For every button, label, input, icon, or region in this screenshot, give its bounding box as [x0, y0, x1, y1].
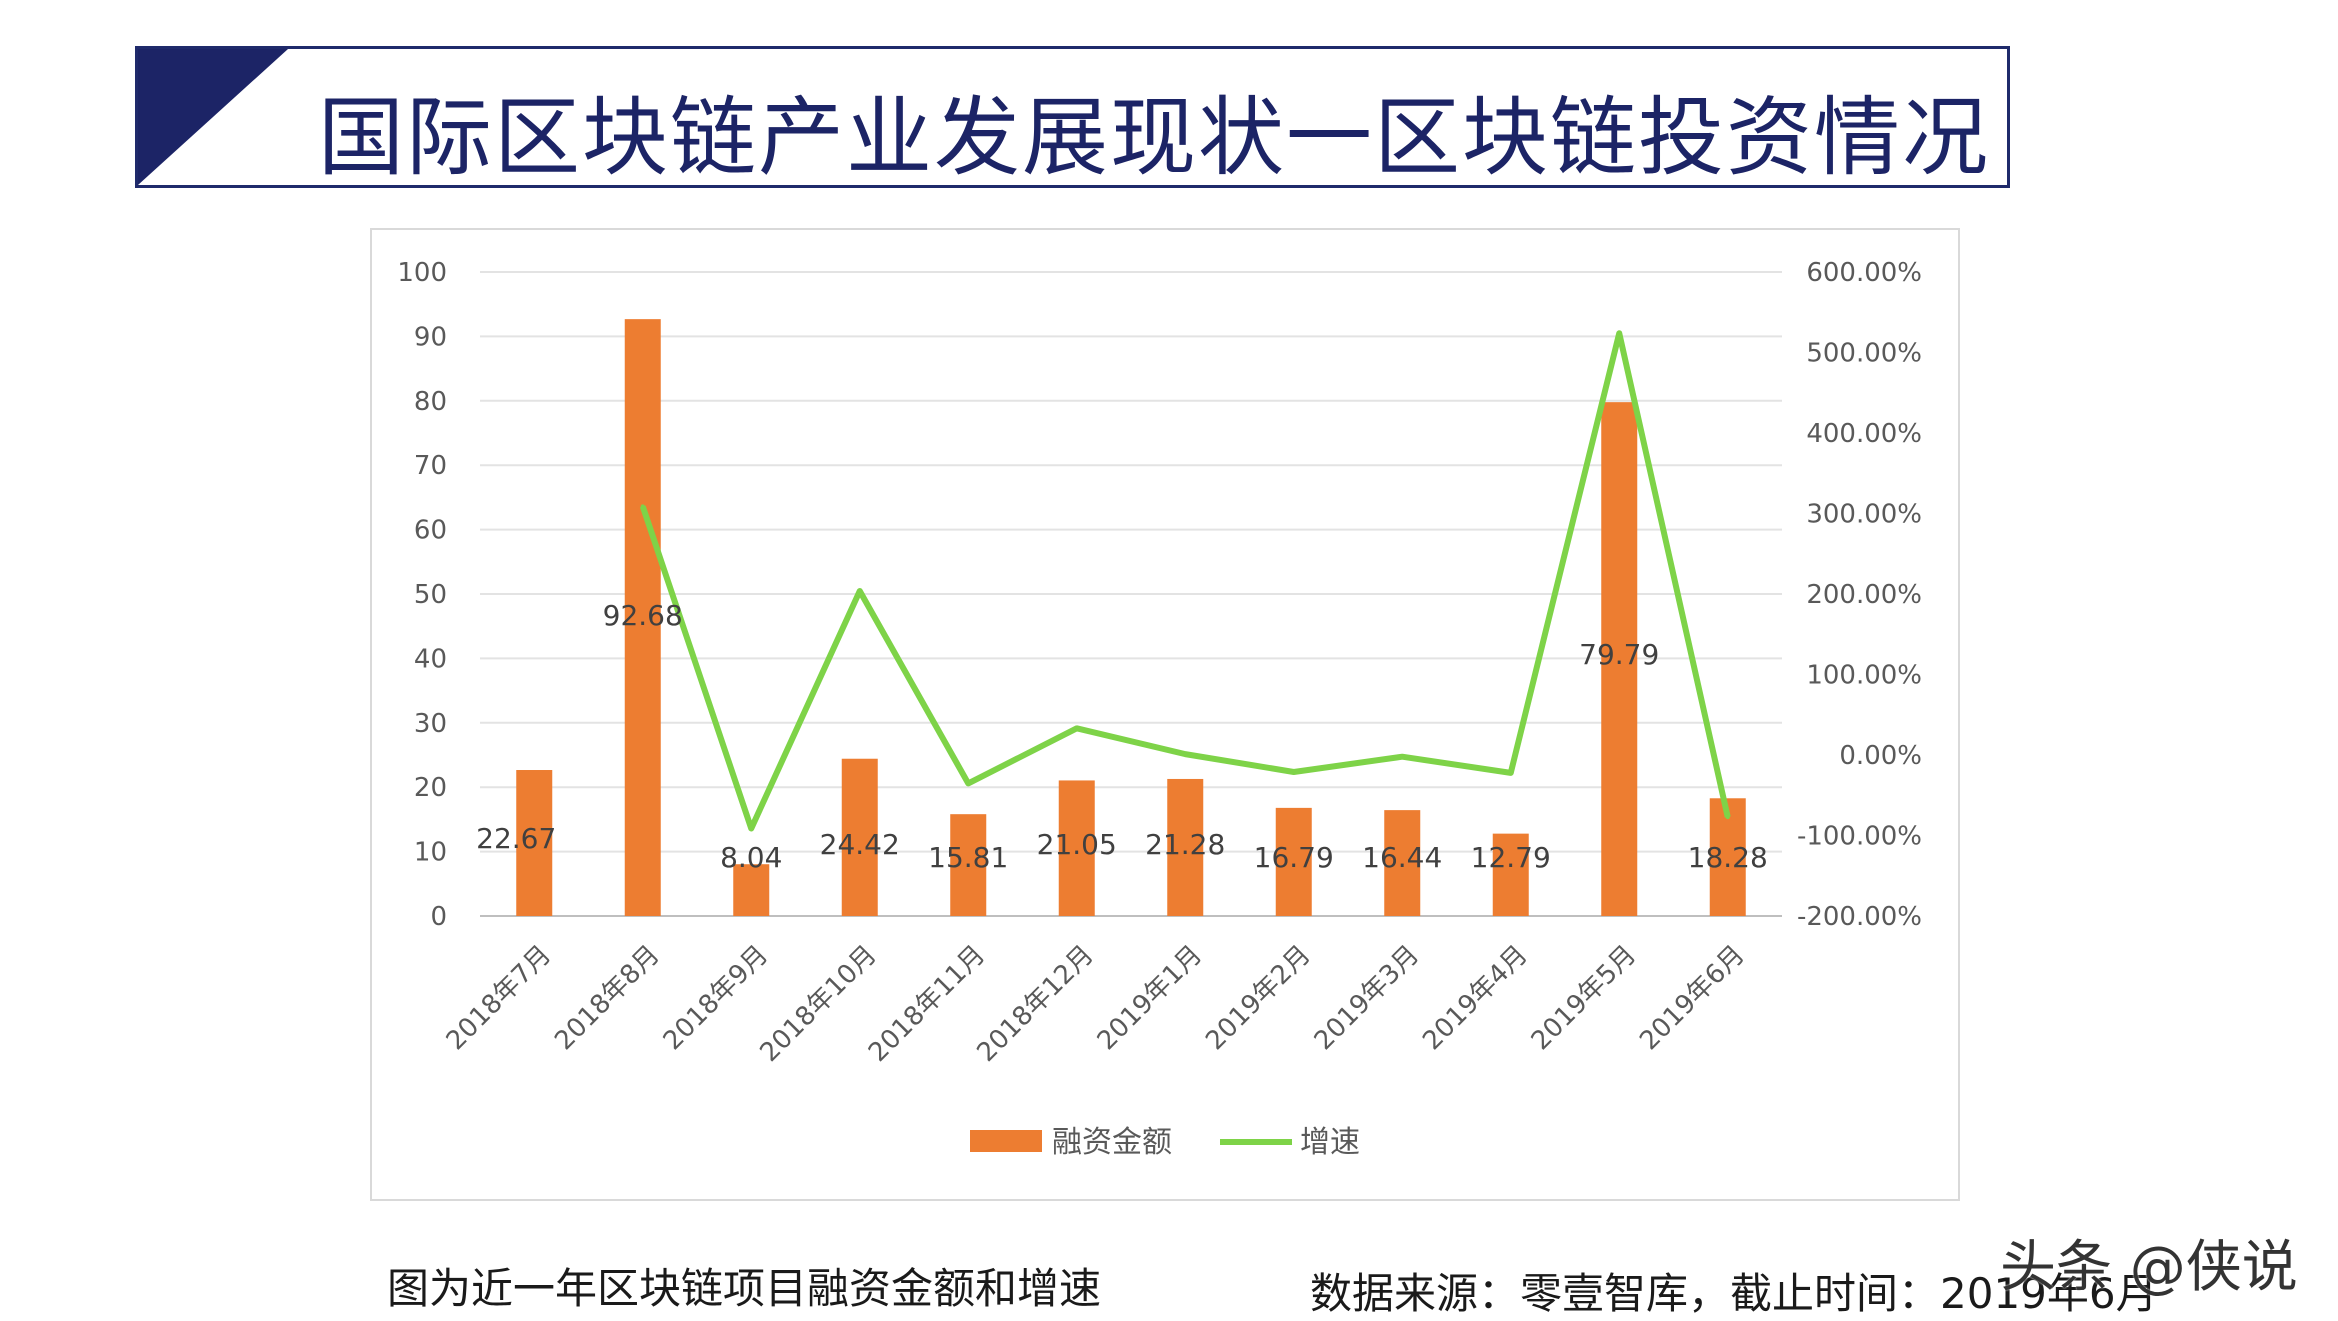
bar: [516, 770, 553, 916]
bar-data-label: 21.05: [1037, 828, 1117, 861]
x-tick-label: 2018年9月: [658, 940, 774, 1056]
y-right-tick-label: 600.00%: [1806, 258, 1922, 288]
y-right-tick-label: -100.00%: [1797, 822, 1922, 852]
title-corner-triangle: [138, 49, 288, 185]
watermark-text: 头条 @侠说: [2000, 1235, 2298, 1300]
bar: [1058, 780, 1095, 916]
growth-point: [1183, 752, 1188, 757]
x-tick-label: 2018年11月: [863, 940, 991, 1068]
x-tick-label: 2019年2月: [1200, 940, 1316, 1056]
y-left-tick-label: 70: [414, 451, 447, 481]
growth-point: [966, 781, 971, 786]
bar: [1601, 402, 1638, 916]
x-tick-label: 2019年4月: [1417, 940, 1533, 1056]
bar-data-label: 24.42: [820, 828, 900, 861]
bar-data-label: 8.04: [720, 841, 782, 874]
y-left-tick-label: 20: [414, 773, 447, 803]
x-tick-label: 2019年3月: [1309, 940, 1425, 1056]
bar: [841, 758, 878, 916]
y-right-tick-label: 200.00%: [1806, 580, 1922, 610]
y-left-tick-label: 50: [414, 580, 447, 610]
x-tick-label: 2019年6月: [1634, 940, 1750, 1056]
bar: [950, 814, 987, 916]
y-right-tick-label: -200.00%: [1797, 902, 1922, 932]
growth-point: [1400, 754, 1405, 759]
bar-data-label: 22.67: [476, 822, 556, 855]
x-tick-label: 2019年1月: [1092, 940, 1208, 1056]
bar-data-label: 16.44: [1362, 841, 1442, 874]
x-tick-label: 2019年5月: [1526, 940, 1642, 1056]
x-tick-label: 2018年12月: [972, 940, 1100, 1068]
bar: [733, 864, 770, 916]
bar-data-label: 79.79: [1579, 638, 1659, 671]
bar-data-label: 18.28: [1688, 841, 1768, 874]
y-right-tick-label: 0.00%: [1839, 741, 1922, 771]
legend-label-bar: 融资金额: [1052, 1125, 1172, 1160]
bar: [1167, 778, 1204, 916]
x-tick-label: 2018年7月: [441, 940, 557, 1056]
bar: [1492, 833, 1529, 916]
combo-chart: 0 10 20 30 40 50 60 70 80 90 100 -200.00% -100.00% 0.…: [397, 258, 1922, 1160]
bar-data-label: 21.28: [1145, 828, 1225, 861]
legend-swatch-bar: [970, 1130, 1042, 1152]
growth-point: [857, 589, 862, 594]
y-left-tick-label: 30: [414, 709, 447, 739]
bar: [1384, 810, 1421, 916]
bar-data-label: 16.79: [1254, 841, 1334, 874]
growth-point: [1291, 769, 1296, 774]
y-right-tick-label: 400.00%: [1806, 419, 1922, 449]
bar-data-label: 12.79: [1471, 841, 1551, 874]
growth-point: [1508, 770, 1513, 775]
bar-data-label: 15.81: [928, 841, 1008, 874]
y-left-tick-label: 0: [430, 902, 447, 932]
x-tick-label: 2018年10月: [755, 940, 883, 1068]
x-tick-label: 2018年8月: [549, 940, 665, 1056]
y-left-tick-label: 100: [397, 258, 447, 288]
chart-caption: 图为近一年区块链项目融资金额和增速: [387, 1264, 1102, 1313]
bar-data-label: 92.68: [603, 599, 683, 632]
chart-frame: 0 10 20 30 40 50 60 70 80 90 100 -200.00% -100.00% 0.…: [370, 228, 1960, 1201]
y-right-tick-label: 300.00%: [1806, 500, 1922, 530]
growth-point: [1074, 726, 1079, 731]
growth-point: [749, 826, 754, 831]
bar: [1275, 807, 1312, 916]
y-left-tick-label: 40: [414, 644, 447, 674]
bar: [624, 319, 661, 916]
y-left-tick-label: 90: [414, 322, 447, 352]
growth-point: [640, 504, 645, 509]
y-left-tick-label: 60: [414, 516, 447, 546]
y-right-tick-label: 100.00%: [1806, 661, 1922, 691]
page-title: 国际区块链产业发展现状一区块链投资情况: [318, 88, 1990, 188]
growth-point: [1725, 815, 1730, 820]
data-source-note: 数据来源：零壹智库，截止时间：2019年6月: [1310, 1269, 2158, 1318]
y-left-tick-label: 80: [414, 387, 447, 417]
y-right-tick-label: 500.00%: [1806, 339, 1922, 369]
legend-label-line: 增速: [1300, 1125, 1360, 1160]
y-left-tick-label: 10: [414, 838, 447, 868]
growth-point: [1617, 331, 1622, 336]
title-bar: 国际区块链产业发展现状一区块链投资情况: [135, 46, 2010, 188]
